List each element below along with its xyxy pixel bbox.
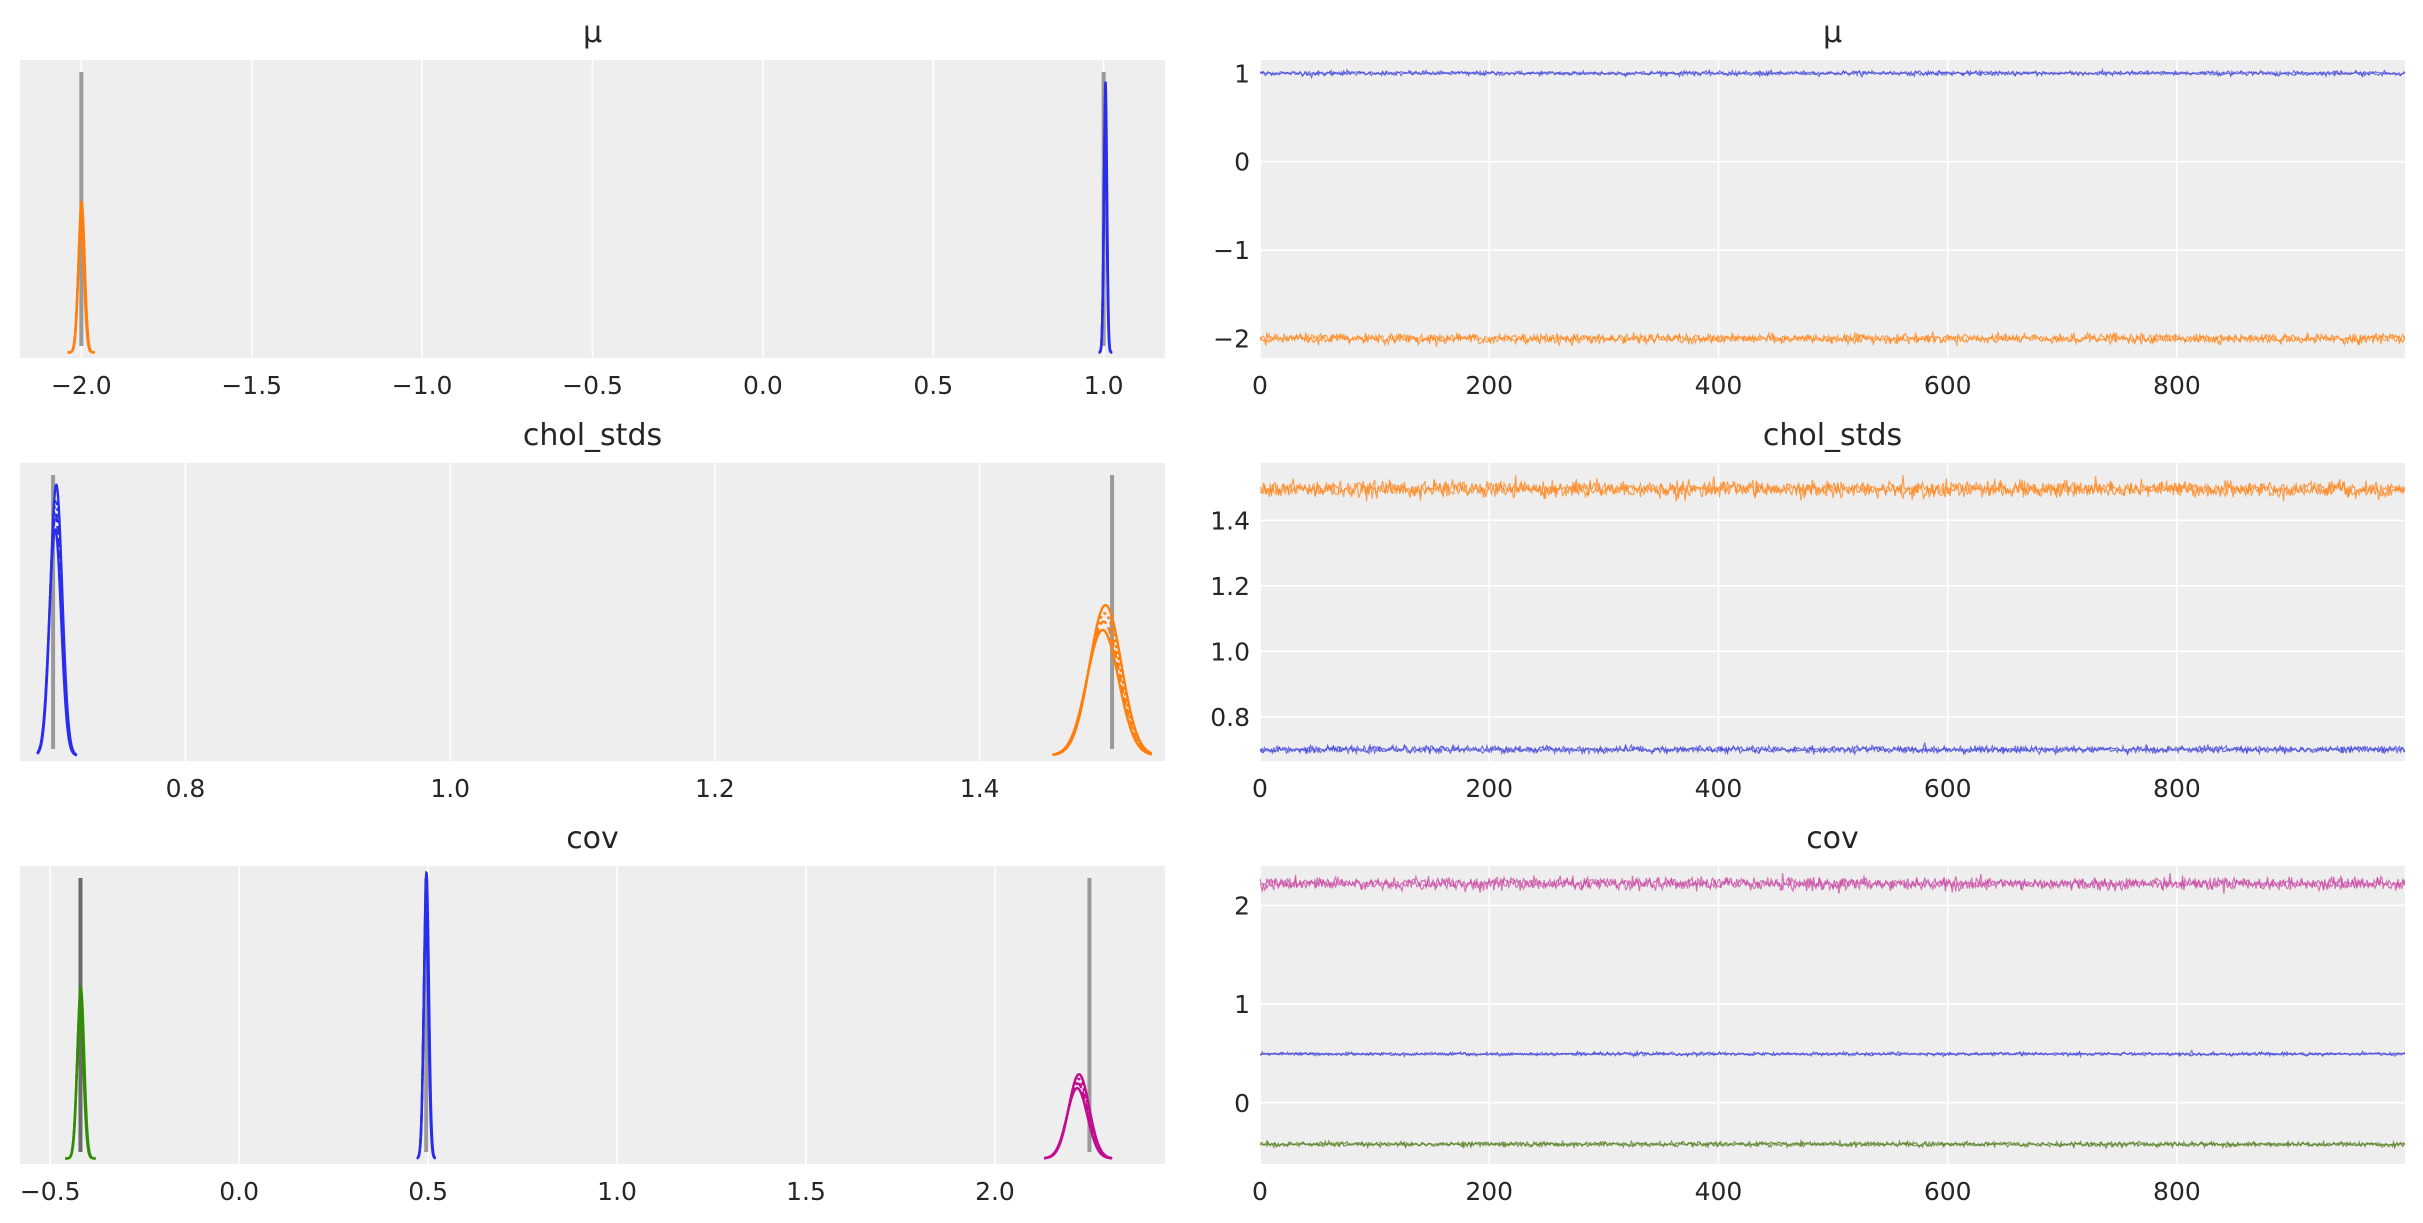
x-tick-label: −0.5 [562,371,623,400]
y-tick-label: −1 [1213,236,1250,265]
y-tick-label: 0 [1234,148,1250,177]
y-tick-label: 2 [1234,891,1250,920]
trace-line [1260,331,2405,347]
x-tick-label: 0 [1252,371,1268,400]
x-tick-label: 200 [1465,1177,1513,1206]
x-tick-label: 400 [1695,1177,1743,1206]
density-curve [67,199,95,354]
y-tick-label: 1.4 [1210,506,1250,535]
x-tick-label: −1.0 [392,371,453,400]
x-tick-label: 1.5 [786,1177,826,1206]
x-tick-label: 600 [1924,371,1972,400]
y-tick-label: −2 [1213,325,1250,354]
y-tick-label: 0.8 [1210,703,1250,732]
x-tick-label: 1.0 [597,1177,637,1206]
trace-line [1260,1049,2405,1059]
panel-title: μ [1823,15,1842,50]
panel-chol-stds-density: 0.8 1.0 1.2 1.4 chol_stds [20,418,1165,803]
panel-mu-density: −2.0 −1.5 −1.0 −0.5 0.0 0.5 1.0 μ [20,15,1165,400]
density-curve [1043,1073,1113,1160]
trace-line [1260,476,2405,502]
y-tick-label: 1 [1234,59,1250,88]
x-tick-label: 0.5 [913,371,953,400]
x-tick-label: 800 [2153,371,2201,400]
x-tick-label: 200 [1465,371,1513,400]
x-tick-label: 0.8 [166,774,206,803]
x-tick-label: 0 [1252,774,1268,803]
panel-title: chol_stds [523,418,662,453]
y-tick-label: 1 [1234,990,1250,1019]
y-tick-label: 0 [1234,1089,1250,1118]
plot-area [1260,866,2405,1164]
density-curve [416,870,437,1160]
density-curve [65,984,96,1160]
y-tick-label: 1.0 [1210,637,1250,666]
panel-title: μ [583,15,602,50]
x-tick-label: 1.0 [1084,371,1124,400]
panel-title: cov [566,821,619,856]
trace-line [1260,1138,2405,1150]
panel-mu-trace: 0 200 400 600 800 1 0 −1 −2 μ [1213,15,2405,400]
x-tick-label: 1.4 [960,774,1000,803]
x-tick-label: 600 [1924,1177,1972,1206]
density-curve [36,483,78,756]
plot-area [1260,60,2405,358]
x-tick-label: −2.0 [51,371,112,400]
x-tick-label: 0 [1252,1177,1268,1206]
x-tick-label: 0.0 [219,1177,259,1206]
panel-title: cov [1806,821,1859,856]
trace-line [1260,68,2405,80]
density-curve [1052,620,1153,756]
panel-cov-density: −0.5 0.0 0.5 1.0 1.5 2.0 cov [20,821,1165,1206]
x-tick-label: 800 [2153,774,2201,803]
x-tick-label: 1.0 [430,774,470,803]
trace-line [1260,743,2405,756]
x-tick-label: 600 [1924,774,1972,803]
x-tick-label: −0.5 [20,1177,81,1206]
plot-area [20,866,1165,1164]
density-curve [1052,628,1153,756]
x-tick-label: −1.5 [221,371,282,400]
panel-chol-stds-trace: 0 200 400 600 800 1.4 1.2 1.0 0.8 chol_stds [1210,418,2405,803]
density-curve [1098,81,1113,354]
trace-line [1260,873,2405,893]
x-tick-label: 800 [2153,1177,2201,1206]
x-tick-label: 200 [1465,774,1513,803]
density-curve [1052,603,1153,757]
x-tick-label: 0.0 [743,371,783,400]
x-tick-label: 1.2 [695,774,735,803]
x-tick-label: 0.5 [408,1177,448,1206]
panel-cov-trace: 0 200 400 600 800 2 1 0 cov [1234,821,2405,1206]
plot-area [20,463,1165,761]
x-tick-label: 2.0 [975,1177,1015,1206]
x-tick-label: 400 [1695,371,1743,400]
y-tick-label: 1.2 [1210,572,1250,601]
x-tick-label: 400 [1695,774,1743,803]
panel-title: chol_stds [1763,418,1902,453]
plot-area [1260,463,2405,761]
